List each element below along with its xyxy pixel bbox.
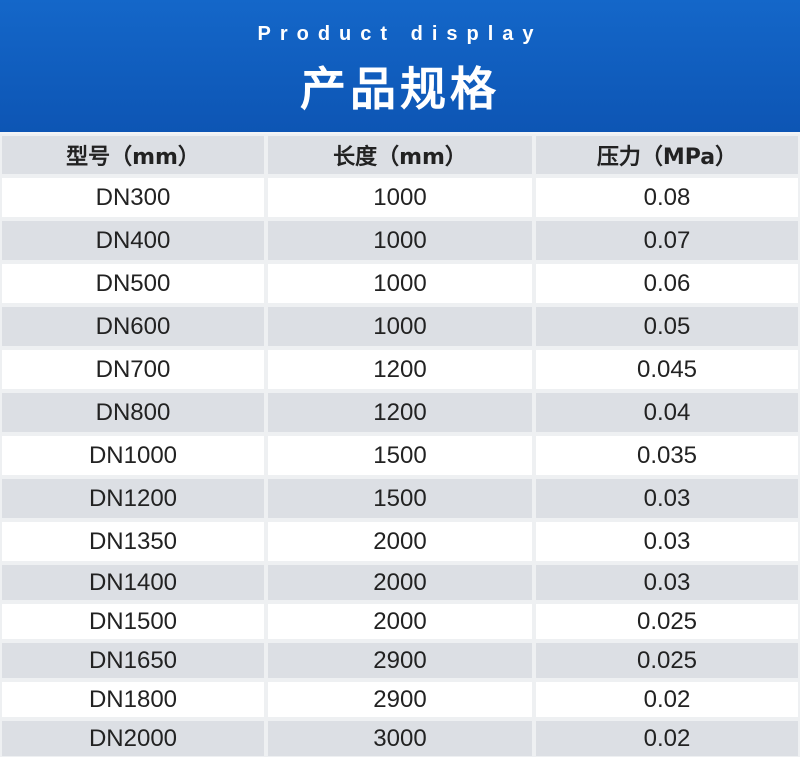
cell-length: 2000 — [266, 563, 534, 602]
cell-pressure: 0.04 — [534, 391, 800, 434]
column-header-length: 长度（mm） — [266, 134, 534, 176]
cell-length: 2000 — [266, 520, 534, 563]
cell-model: DN1200 — [0, 477, 266, 520]
cell-pressure: 0.05 — [534, 305, 800, 348]
cell-pressure: 0.025 — [534, 602, 800, 641]
header-subtitle: Product display — [257, 23, 543, 45]
cell-model: DN1000 — [0, 434, 266, 477]
cell-model: DN400 — [0, 219, 266, 262]
cell-length: 2900 — [266, 641, 534, 680]
cell-length: 1500 — [266, 434, 534, 477]
table-row: DN2000 3000 0.02 — [0, 719, 800, 757]
spec-table: 型号（mm） 长度（mm） 压力（MPa） DN300 1000 0.08 DN… — [0, 134, 800, 757]
table-row: DN600 1000 0.05 — [0, 305, 800, 348]
cell-model: DN700 — [0, 348, 266, 391]
cell-model: DN600 — [0, 305, 266, 348]
cell-pressure: 0.03 — [534, 520, 800, 563]
cell-model: DN1400 — [0, 563, 266, 602]
cell-model: DN1650 — [0, 641, 266, 680]
cell-length: 1500 — [266, 477, 534, 520]
cell-length: 1000 — [266, 176, 534, 219]
cell-length: 3000 — [266, 719, 534, 757]
table-row: DN1650 2900 0.025 — [0, 641, 800, 680]
table-row: DN1000 1500 0.035 — [0, 434, 800, 477]
table-row: DN1800 2900 0.02 — [0, 680, 800, 719]
cell-model: DN300 — [0, 176, 266, 219]
table-row: DN700 1200 0.045 — [0, 348, 800, 391]
cell-length: 1000 — [266, 305, 534, 348]
cell-length: 1200 — [266, 391, 534, 434]
cell-model: DN500 — [0, 262, 266, 305]
cell-model: DN800 — [0, 391, 266, 434]
cell-length: 2900 — [266, 680, 534, 719]
table-row: DN800 1200 0.04 — [0, 391, 800, 434]
cell-pressure: 0.02 — [534, 719, 800, 757]
column-header-pressure: 压力（MPa） — [534, 134, 800, 176]
table-row: DN1200 1500 0.03 — [0, 477, 800, 520]
cell-pressure: 0.08 — [534, 176, 800, 219]
column-header-model: 型号（mm） — [0, 134, 266, 176]
cell-pressure: 0.03 — [534, 563, 800, 602]
cell-pressure: 0.07 — [534, 219, 800, 262]
cell-length: 1000 — [266, 219, 534, 262]
cell-model: DN1800 — [0, 680, 266, 719]
header-banner: Product display 产品规格 — [0, 0, 800, 132]
cell-pressure: 0.02 — [534, 680, 800, 719]
table-row: DN500 1000 0.06 — [0, 262, 800, 305]
cell-model: DN1350 — [0, 520, 266, 563]
cell-model: DN1500 — [0, 602, 266, 641]
table-row: DN1400 2000 0.03 — [0, 563, 800, 602]
cell-pressure: 0.03 — [534, 477, 800, 520]
table-row: DN400 1000 0.07 — [0, 219, 800, 262]
cell-model: DN2000 — [0, 719, 266, 757]
cell-pressure: 0.06 — [534, 262, 800, 305]
cell-length: 1000 — [266, 262, 534, 305]
table-row: DN1500 2000 0.025 — [0, 602, 800, 641]
table-header-row: 型号（mm） 长度（mm） 压力（MPa） — [0, 134, 800, 176]
cell-pressure: 0.045 — [534, 348, 800, 391]
cell-pressure: 0.025 — [534, 641, 800, 680]
cell-length: 1200 — [266, 348, 534, 391]
table-row: DN1350 2000 0.03 — [0, 520, 800, 563]
page-title: 产品规格 — [300, 62, 500, 116]
table-row: DN300 1000 0.08 — [0, 176, 800, 219]
cell-pressure: 0.035 — [534, 434, 800, 477]
cell-length: 2000 — [266, 602, 534, 641]
